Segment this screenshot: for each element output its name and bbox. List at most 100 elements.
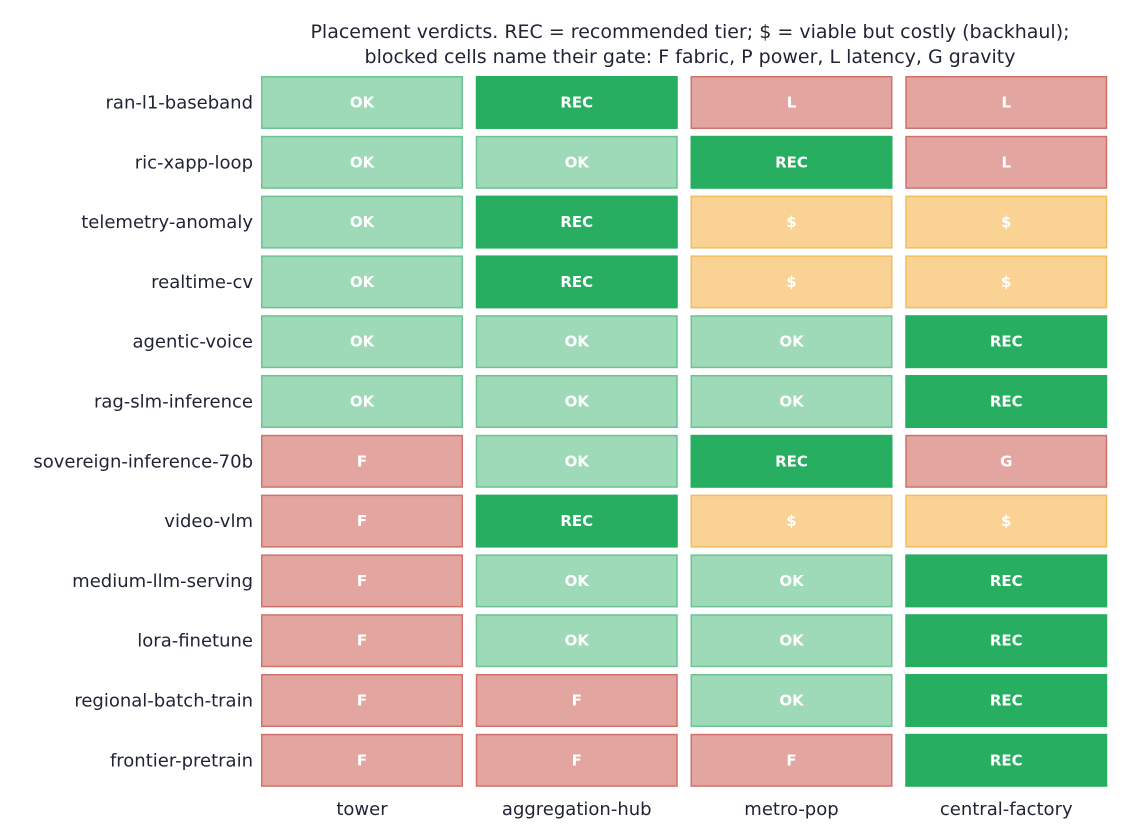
cell-rect [690,375,893,428]
cell-verdict: OK [565,153,591,171]
cell-rect [690,554,893,608]
row-label-lora-finetune: lora-finetune [137,631,253,652]
cell-rect [905,76,1108,129]
cell-realtime-cv-tower: OK [261,255,463,309]
column-labels: tower aggregation-hub metro-pop central-fac… [336,799,1073,820]
cell-rect [261,135,463,189]
row-label-frontier-pretrain: frontier-pretrain [110,750,253,771]
cell-rect [905,195,1108,249]
cell-rect [261,494,463,548]
cell-ran-l1-baseband-tower: OK [261,76,463,129]
cell-rect [261,195,463,249]
cell-rect [475,255,678,309]
cell-verdict: F [786,751,796,769]
cell-lora-finetune-tower: F [261,614,463,668]
cell-agentic-voice-central-factory: REC [905,315,1108,369]
cell-sovereign-inference-70b-tower: F [261,434,463,488]
cell-realtime-cv-metro-pop: $ [690,255,893,309]
cell-frontier-pretrain-metro-pop: F [690,733,893,787]
cell-rect [261,375,463,428]
cell-verdict: $ [786,213,796,231]
cell-verdict: OK [565,393,591,411]
cell-verdict: OK [779,333,805,351]
cell-verdict: REC [560,213,593,231]
cell-sovereign-inference-70b-central-factory: G [905,434,1108,488]
cell-rect [475,733,678,787]
cell-medium-llm-serving-tower: F [261,554,463,608]
cell-verdict: OK [565,572,591,590]
cell-rect [905,733,1108,787]
cell-verdict: OK [565,333,591,351]
cell-rect [475,614,678,668]
cell-verdict: REC [990,333,1023,351]
cell-verdict: OK [565,632,591,650]
cell-verdict: $ [1001,213,1011,231]
cell-rect [905,674,1108,727]
cell-rect [261,614,463,668]
cell-verdict: F [357,751,367,769]
cell-frontier-pretrain-central-factory: REC [905,733,1108,787]
cell-telemetry-anomaly-metro-pop: $ [690,195,893,249]
cell-rect [905,375,1108,428]
cell-rect [475,494,678,548]
row-label-medium-llm-serving: medium-llm-serving [72,571,253,592]
cell-rect [475,76,678,129]
cell-rect [690,494,893,548]
cell-rect [261,674,463,727]
cell-rect [475,554,678,608]
cell-verdict: OK [350,153,376,171]
column-label-aggregation-hub: aggregation-hub [502,799,652,820]
cell-verdict: REC [775,452,808,470]
cell-rect [690,76,893,129]
cell-realtime-cv-central-factory: $ [905,255,1108,309]
cell-verdict: REC [990,632,1023,650]
cell-verdict: F [572,692,582,710]
row-labels: ran-l1-baseband ric-xapp-loop telemetry-an… [33,93,253,772]
cell-rect [475,195,678,249]
cell-verdict: $ [1001,512,1011,530]
cell-rect [261,255,463,309]
cell-rect [905,315,1108,369]
cell-verdict: $ [1001,273,1011,291]
cell-rect [475,674,678,727]
cell-verdict: OK [565,452,591,470]
cell-verdict: REC [990,572,1023,590]
cell-frontier-pretrain-tower: F [261,733,463,787]
cell-ric-xapp-loop-aggregation-hub: OK [475,135,678,189]
cell-verdict: OK [779,692,805,710]
cell-verdict: OK [779,393,805,411]
cell-regional-batch-train-metro-pop: OK [690,674,893,727]
row-label-regional-batch-train: regional-batch-train [74,691,253,712]
cell-verdict: REC [775,153,808,171]
cell-verdict: REC [560,94,593,112]
cell-telemetry-anomaly-central-factory: $ [905,195,1108,249]
cell-verdict: F [357,632,367,650]
cell-verdict: REC [990,692,1023,710]
cell-verdict: OK [779,632,805,650]
row-label-realtime-cv: realtime-cv [151,272,253,293]
cell-regional-batch-train-aggregation-hub: F [475,674,678,727]
cell-lora-finetune-central-factory: REC [905,614,1108,668]
cell-verdict: OK [350,333,376,351]
cell-regional-batch-train-tower: F [261,674,463,727]
cell-video-vlm-central-factory: $ [905,494,1108,548]
cell-verdict: REC [990,393,1023,411]
cell-verdict: L [1001,94,1011,112]
cell-verdict: F [357,512,367,530]
cell-ran-l1-baseband-metro-pop: L [690,76,893,129]
column-label-central-factory: central-factory [940,799,1073,820]
cell-rect [690,195,893,249]
cell-realtime-cv-aggregation-hub: REC [475,255,678,309]
cell-verdict: REC [990,751,1023,769]
cell-rect [690,733,893,787]
cell-verdict: L [787,94,797,112]
cell-verdict: F [357,452,367,470]
row-label-sovereign-inference-70b: sovereign-inference-70b [33,451,253,472]
row-label-agentic-voice: agentic-voice [132,332,253,353]
cell-rect [690,315,893,369]
cell-video-vlm-metro-pop: $ [690,494,893,548]
column-label-metro-pop: metro-pop [744,799,838,820]
row-label-ran-l1-baseband: ran-l1-baseband [106,93,253,114]
chart-title-line-1: Placement verdicts. REC = recommended ti… [310,21,1069,43]
